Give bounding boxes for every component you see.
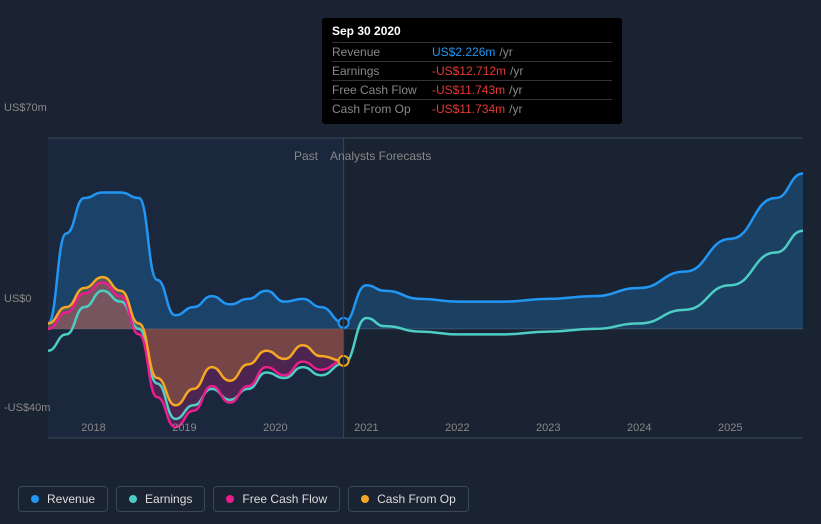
x-axis-label: 2024	[627, 422, 651, 434]
x-axis-label: 2022	[445, 422, 469, 434]
forecast-label: Analysts Forecasts	[330, 149, 431, 163]
y-axis-label: US$70m	[4, 102, 47, 114]
tooltip-row-value: -US$11.734m	[432, 102, 505, 116]
x-axis-label: 2021	[354, 422, 378, 434]
tooltip-row: Earnings-US$12.712m/yr	[332, 61, 612, 80]
x-axis-label: 2023	[536, 422, 560, 434]
x-axis-label: 2020	[263, 422, 287, 434]
y-axis-label: US$0	[4, 293, 32, 305]
tooltip-row: Cash From Op-US$11.734m/yr	[332, 99, 612, 118]
tooltip: Sep 30 2020 RevenueUS$2.226m/yrEarnings-…	[322, 18, 622, 124]
tooltip-row-value: -US$12.712m	[432, 64, 506, 78]
tooltip-row-label: Revenue	[332, 45, 432, 59]
tooltip-row: Free Cash Flow-US$11.743m/yr	[332, 80, 612, 99]
tooltip-row-unit: /yr	[510, 64, 523, 78]
legend-dot-icon	[129, 495, 137, 503]
past-label: Past	[294, 149, 318, 163]
legend-item-label: Earnings	[145, 492, 192, 506]
legend-item-label: Revenue	[47, 492, 95, 506]
legend-dot-icon	[361, 495, 369, 503]
tooltip-row-unit: /yr	[509, 102, 522, 116]
legend-item-label: Free Cash Flow	[242, 492, 327, 506]
tooltip-date: Sep 30 2020	[332, 24, 612, 38]
tooltip-rows: RevenueUS$2.226m/yrEarnings-US$12.712m/y…	[332, 42, 612, 118]
x-axis-label: 2018	[81, 422, 105, 434]
tooltip-row-label: Cash From Op	[332, 102, 432, 116]
legend-item-cfo[interactable]: Cash From Op	[348, 486, 469, 512]
x-axis-label: 2025	[718, 422, 742, 434]
chart-area: US$70mUS$0-US$40m	[0, 120, 821, 440]
tooltip-row-label: Free Cash Flow	[332, 83, 432, 97]
tooltip-row: RevenueUS$2.226m/yr	[332, 42, 612, 61]
legend-item-label: Cash From Op	[377, 492, 456, 506]
x-axis-label: 2019	[172, 422, 196, 434]
legend: Revenue Earnings Free Cash Flow Cash From O…	[18, 486, 469, 512]
tooltip-row-label: Earnings	[332, 64, 432, 78]
y-axis-label: -US$40m	[4, 402, 50, 414]
legend-dot-icon	[226, 495, 234, 503]
legend-item-fcf[interactable]: Free Cash Flow	[213, 486, 340, 512]
tooltip-row-unit: /yr	[509, 83, 522, 97]
x-axis-labels: 2018 2019 2020 2021 2022 2023 2024 2025	[18, 422, 803, 442]
tooltip-row-value: US$2.226m	[432, 45, 495, 59]
legend-item-earnings[interactable]: Earnings	[116, 486, 205, 512]
tooltip-row-value: -US$11.743m	[432, 83, 505, 97]
tooltip-row-unit: /yr	[499, 45, 512, 59]
legend-dot-icon	[31, 495, 39, 503]
chart-svg	[18, 138, 803, 458]
legend-item-revenue[interactable]: Revenue	[18, 486, 108, 512]
